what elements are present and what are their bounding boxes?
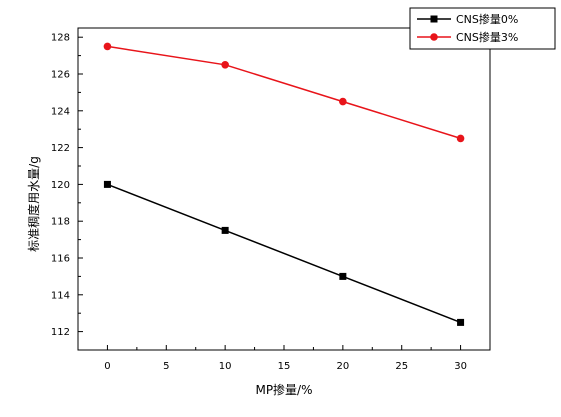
y-tick-label: 124	[51, 106, 70, 117]
legend-label: CNS掺量3%	[456, 30, 518, 44]
data-point	[339, 272, 347, 280]
legend-marker	[430, 15, 438, 23]
x-tick-label: 20	[336, 361, 349, 372]
y-tick-label: 118	[51, 217, 70, 228]
x-tick-label: 15	[278, 361, 291, 372]
y-tick-label: 112	[51, 327, 70, 338]
x-tick-label: 30	[454, 361, 467, 372]
y-tick-label: 114	[51, 290, 70, 301]
series-line	[107, 45, 461, 140]
x-axis: 0 5 10 15 20 25 30	[104, 345, 467, 372]
x-tick-label: 10	[219, 361, 232, 372]
y-tick-label: 116	[51, 254, 70, 265]
series-line	[107, 183, 461, 324]
data-point	[339, 97, 347, 106]
y-axis-title: 标准稠度用水量/g	[26, 156, 41, 252]
data-point	[456, 134, 465, 143]
series-2	[103, 42, 465, 143]
x-tick-label: 25	[395, 361, 408, 372]
data-point	[103, 42, 112, 51]
legend-label: CNS掺量0%	[456, 12, 518, 26]
x-axis-title: MP掺量/%	[255, 382, 312, 397]
data-point	[457, 318, 465, 326]
y-tick-label: 128	[51, 33, 70, 44]
series-layer	[103, 42, 465, 326]
legend-marker	[430, 33, 438, 41]
y-tick-label: 120	[51, 180, 70, 191]
series-1	[103, 180, 465, 326]
data-point	[221, 226, 229, 234]
data-point	[221, 61, 229, 69]
x-tick-label: 0	[104, 361, 110, 372]
legend-item-1: CNS掺量0%	[417, 12, 518, 26]
y-axis: 112 114 116 118 120 122 124 126 128	[51, 33, 83, 338]
legend-item-2: CNS掺量3%	[417, 30, 518, 44]
y-tick-label: 122	[51, 143, 70, 154]
legend: CNS掺量0% CNS掺量3%	[409, 7, 556, 50]
x-tick-label: 5	[163, 361, 169, 372]
plot-frame	[77, 27, 491, 351]
y-tick-label: 126	[51, 70, 70, 81]
legend-box	[409, 7, 556, 50]
data-point	[103, 180, 111, 188]
